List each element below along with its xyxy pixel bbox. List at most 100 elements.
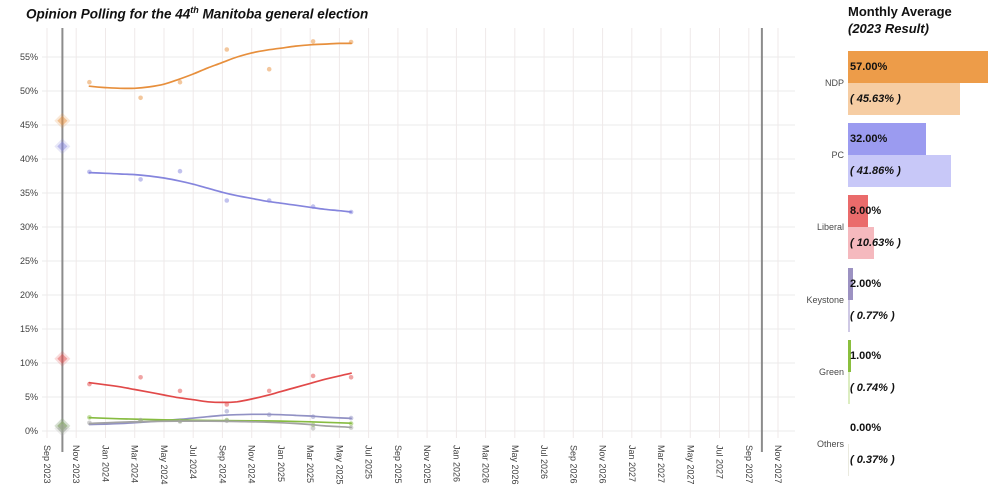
trend-line [88,171,352,213]
result-2023-value: ( 0.77% ) [850,309,895,322]
poll-point [310,373,316,379]
poll-point [177,168,183,174]
result-2023-diamond [54,417,71,434]
result-2023-value: ( 41.86% ) [850,165,901,178]
x-tick-label: Jan 2025 [276,445,286,482]
party-label: NDP [824,78,844,88]
x-tick-label: Sep 2026 [568,445,578,484]
result-2023-value: ( 10.63% ) [850,237,901,250]
election-date-markers [61,28,763,452]
result-2023-value: ( 45.63% ) [850,93,901,105]
party-label: Liberal [816,222,844,233]
polling-line-chart: 0% 5% 10% 15% 20% 25% 30% 35% 40% 45% 50% 55% Sep 20… [20,28,795,485]
monthly-average-value: 1.00% [850,349,882,362]
party-label: Keystone [806,294,844,305]
y-tick-label: 35% [20,188,38,198]
x-tick-label: Jul 2026 [539,445,549,479]
result-2023-diamond [57,423,68,434]
x-tick-label: Sep 2024 [217,445,227,484]
chart-title-superscript: th [190,5,199,15]
result-2023-bar [848,227,874,260]
x-tick-label: May 2026 [510,445,520,485]
result-2023-diamond [54,112,71,129]
result-2023-bar [848,299,850,332]
monthly-average-bar [848,51,988,83]
poll-point [224,198,230,203]
x-tick-label: Mar 2024 [130,445,140,483]
y-tick-label: 45% [20,120,38,130]
poll-point [138,375,143,380]
x-tick-label: Nov 2023 [71,445,81,484]
poll-point [266,388,272,394]
result-2023-value: ( 0.37% ) [850,454,895,466]
y-tick-label: 25% [20,256,38,266]
x-tick-label: Sep 2027 [744,445,754,484]
result-2023-diamond [57,141,68,152]
result-2023-bar [848,83,960,115]
x-tick-label: Jan 2024 [101,445,111,482]
monthly-average-bar [848,123,927,156]
gridlines [42,28,795,438]
x-tick-label: Jul 2024 [188,445,198,479]
x-tick-label: Nov 2026 [598,445,608,484]
monthly-average-bar [848,267,853,300]
x-tick-label: May 2024 [159,445,169,485]
x-tick-label: Jan 2027 [627,445,637,482]
series-others [54,417,354,437]
monthly-average-bar [848,339,851,372]
monthly-average-value: 57.00% [850,61,888,73]
series-liberal [54,350,354,407]
result-2023-diamond [57,420,68,431]
poll-point [224,402,230,407]
poll-point [177,79,183,85]
result-2023-diamond [54,138,71,155]
result-2023-bar [848,371,850,404]
poll-point [348,375,354,380]
chart-title-suffix: Manitoba general election [198,6,369,22]
x-tick-label: Sep 2023 [42,445,52,484]
result-2023-bar [848,444,849,476]
x-axis-labels: Sep 2023 Nov 2023 Jan 2024 Mar 2024 May 2024… [42,445,783,485]
y-tick-label: 30% [20,222,38,232]
trend-line [88,372,352,404]
party-label: PC [831,150,844,161]
result-2023-diamond [54,350,71,367]
x-tick-label: Nov 2024 [247,445,257,484]
x-tick-label: May 2027 [685,445,695,485]
series-pc [54,138,354,215]
y-tick-label: 10% [20,358,38,368]
poll-point [138,95,143,101]
monthly-average-bar [848,195,868,228]
y-tick-label: 40% [20,154,38,164]
result-2023-diamond [57,420,68,431]
poll-point [177,388,183,394]
party-label: Green [818,366,844,377]
result-2023-diamond [54,420,71,437]
poll-point [310,39,316,44]
panel-title: Monthly Average [848,4,952,19]
series-ndp [54,39,354,129]
y-tick-label: 15% [20,324,38,334]
x-tick-label: Nov 2027 [773,445,783,484]
trend-line [88,42,352,90]
monthly-average-value: 32.00% [850,133,888,146]
poll-point [310,426,316,431]
x-tick-label: Mar 2025 [305,445,315,483]
poll-point [138,177,143,182]
x-tick-label: Mar 2027 [656,445,666,483]
poll-point [224,409,230,414]
x-tick-label: Sep 2025 [393,445,403,484]
x-tick-label: Mar 2026 [481,445,491,483]
poll-point [224,47,230,52]
y-axis-labels: 0% 5% 10% 15% 20% 25% 30% 35% 40% 45% 50% 55% [20,52,38,436]
chart-title: Opinion Polling for the 44th Manitoba ge… [26,5,368,22]
y-tick-label: 55% [20,52,38,62]
monthly-average-panel: Monthly Average (2023 Result) NDP 57.00% (… [806,0,1000,500]
x-tick-label: Jan 2026 [451,445,461,482]
party-label: Others [816,439,844,449]
x-tick-label: May 2025 [334,445,344,485]
result-2023-bar [848,155,951,188]
y-tick-label: 20% [20,290,38,300]
monthly-average-value: 2.00% [850,277,882,290]
